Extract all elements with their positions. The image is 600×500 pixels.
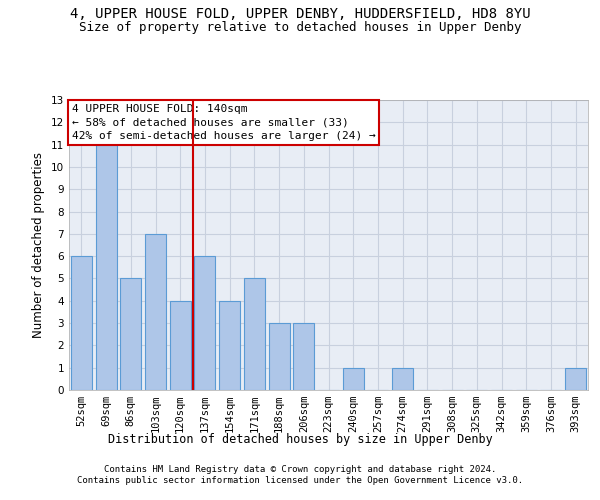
Text: Distribution of detached houses by size in Upper Denby: Distribution of detached houses by size … [107,432,493,446]
Bar [343,368,364,390]
Bar [219,301,240,390]
Y-axis label: Number of detached properties: Number of detached properties [32,152,46,338]
Text: Contains public sector information licensed under the Open Government Licence v3: Contains public sector information licen… [77,476,523,485]
Text: 4, UPPER HOUSE FOLD, UPPER DENBY, HUDDERSFIELD, HD8 8YU: 4, UPPER HOUSE FOLD, UPPER DENBY, HUDDER… [70,8,530,22]
Bar [120,278,141,390]
Text: Contains HM Land Registry data © Crown copyright and database right 2024.: Contains HM Land Registry data © Crown c… [104,465,496,474]
Bar [293,323,314,390]
Bar [145,234,166,390]
Bar [194,256,215,390]
Text: 4 UPPER HOUSE FOLD: 140sqm
← 58% of detached houses are smaller (33)
42% of semi: 4 UPPER HOUSE FOLD: 140sqm ← 58% of deta… [71,104,376,141]
Bar [565,368,586,390]
Bar [244,278,265,390]
Bar [170,301,191,390]
Bar [392,368,413,390]
Bar [71,256,92,390]
Text: Size of property relative to detached houses in Upper Denby: Size of property relative to detached ho… [79,21,521,34]
Bar [95,144,116,390]
Bar [269,323,290,390]
